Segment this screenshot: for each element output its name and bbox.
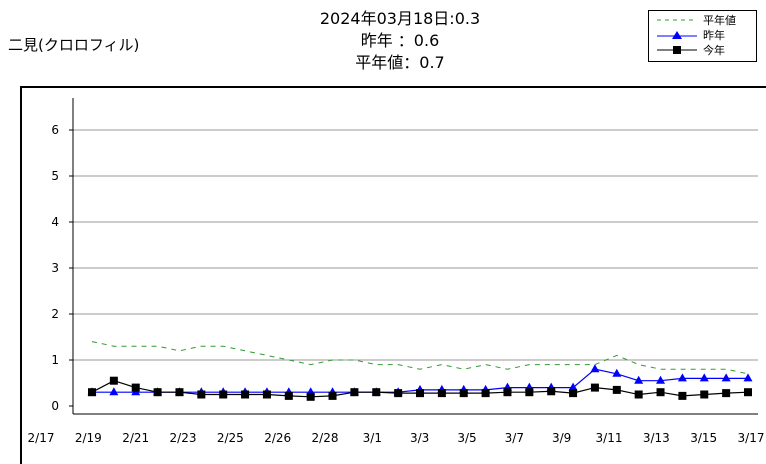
point-marker-last-year xyxy=(634,375,644,384)
point-marker-this-year xyxy=(744,388,752,397)
x-tick-label: 3/5 xyxy=(457,431,476,445)
series-line-normal xyxy=(91,341,749,375)
point-marker-last-year xyxy=(568,382,578,391)
point-marker-last-year xyxy=(699,373,709,382)
point-marker-this-year xyxy=(131,383,140,392)
x-tick-label: 3/3 xyxy=(410,431,429,445)
x-tick-label: 2/23 xyxy=(170,431,197,445)
point-marker-this-year xyxy=(525,388,534,397)
legend-label-this-year: 今年 xyxy=(703,44,725,57)
x-tick-label: 2/25 xyxy=(217,431,244,445)
legend-dashed-line-icon xyxy=(657,19,697,21)
point-marker-this-year xyxy=(547,387,556,396)
x-tick-label: 2/28 xyxy=(312,431,339,445)
point-marker-this-year xyxy=(284,391,293,400)
point-marker-this-year xyxy=(306,392,315,401)
point-marker-last-year xyxy=(612,368,622,377)
x-tick-label: 3/1 xyxy=(363,431,382,445)
point-marker-this-year xyxy=(394,389,403,398)
point-marker-last-year xyxy=(677,373,687,382)
last-year-line: 昨年 ：0.6 xyxy=(360,31,440,50)
y-tick-label: 2 xyxy=(51,307,59,321)
point-marker-this-year xyxy=(153,388,162,397)
point-marker-this-year xyxy=(459,389,468,398)
legend-label-last-year: 昨年 xyxy=(703,29,725,42)
point-marker-this-year xyxy=(481,389,490,398)
legend: 平年値 昨年 今年 xyxy=(648,10,757,62)
chart-svg: 0 1 2 3 4 5 6 2/17 2/19 2/21 2/23 2/25 2/26 2/28 3/1 3/… xyxy=(28,98,765,445)
point-marker-this-year xyxy=(700,390,709,399)
point-marker-this-year xyxy=(175,388,184,397)
point-marker-this-year xyxy=(372,388,381,397)
station-name: 二見(クロロフィル) xyxy=(8,36,140,54)
point-marker-this-year xyxy=(241,390,250,399)
point-marker-this-year xyxy=(109,376,118,385)
x-tick-label: 2/21 xyxy=(122,431,149,445)
point-marker-this-year xyxy=(262,390,271,399)
y-tick-label: 1 xyxy=(51,353,59,367)
point-marker-this-year xyxy=(88,388,96,397)
point-marker-this-year xyxy=(197,390,206,399)
normal-value-line: 平年値：0.7 xyxy=(355,53,445,72)
y-tick-label: 6 xyxy=(51,123,59,137)
x-tick-label: 3/15 xyxy=(690,431,717,445)
x-tick-label: 2/19 xyxy=(75,431,102,445)
legend-item-last-year: 昨年 xyxy=(655,28,725,42)
point-marker-this-year xyxy=(437,389,446,398)
x-tick-label: 3/13 xyxy=(643,431,670,445)
legend-item-normal: 平年値 xyxy=(655,13,736,27)
point-marker-this-year xyxy=(656,388,665,397)
x-tick-label: 3/17 xyxy=(738,431,765,445)
point-marker-last-year xyxy=(721,373,731,382)
plot-frame: 0 1 2 3 4 5 6 2/17 2/19 2/21 2/23 2/25 2/26 2/28 3/1 3/… xyxy=(20,86,766,464)
x-tick-label: 3/9 xyxy=(552,431,571,445)
point-marker-this-year xyxy=(722,389,731,398)
point-marker-this-year xyxy=(678,391,687,400)
x-tick-label: 2/26 xyxy=(264,431,291,445)
point-marker-last-year xyxy=(743,373,753,382)
point-marker-this-year xyxy=(219,390,228,399)
date-value-line: 2024年03月18日:0.3 xyxy=(319,9,481,28)
y-tick-label: 4 xyxy=(51,215,59,229)
x-tick-label: 3/11 xyxy=(596,431,623,445)
y-tick-label: 3 xyxy=(51,261,59,275)
point-marker-this-year xyxy=(634,390,643,399)
point-marker-last-year xyxy=(109,387,119,396)
point-marker-last-year xyxy=(590,364,600,373)
y-tick-label: 0 xyxy=(51,399,59,413)
point-marker-this-year xyxy=(328,391,337,400)
legend-item-this-year: 今年 xyxy=(655,43,725,57)
point-marker-this-year xyxy=(590,383,599,392)
chart-header: 2024年03月18日:0.3 昨年 ：0.6 平年値：0.7 xyxy=(250,8,550,74)
x-tick-label: 3/7 xyxy=(505,431,524,445)
point-marker-last-year xyxy=(656,375,666,384)
legend-triangle-line-icon xyxy=(657,31,697,39)
point-marker-this-year xyxy=(416,389,424,398)
point-marker-this-year xyxy=(612,385,621,394)
legend-label-normal: 平年値 xyxy=(703,14,736,27)
legend-square-line-icon xyxy=(657,46,697,54)
y-tick-label: 5 xyxy=(51,169,59,183)
point-marker-this-year xyxy=(350,388,359,397)
x-tick-label: 2/17 xyxy=(28,431,55,445)
point-marker-this-year xyxy=(503,388,512,397)
point-marker-this-year xyxy=(569,389,578,398)
